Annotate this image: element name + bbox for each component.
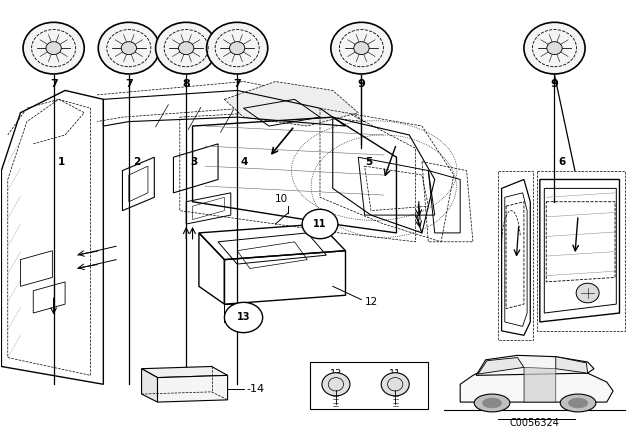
Ellipse shape: [207, 22, 268, 74]
Text: 13: 13: [330, 369, 342, 379]
Ellipse shape: [483, 398, 502, 408]
Text: 13: 13: [237, 313, 250, 323]
Ellipse shape: [23, 22, 84, 74]
Ellipse shape: [331, 22, 392, 74]
Text: C0056324: C0056324: [510, 418, 560, 428]
Ellipse shape: [99, 22, 159, 74]
Text: 12: 12: [365, 297, 378, 307]
Ellipse shape: [560, 394, 596, 412]
Text: 3: 3: [190, 157, 197, 167]
Polygon shape: [157, 375, 228, 402]
Ellipse shape: [230, 42, 245, 55]
Text: 4: 4: [241, 157, 248, 167]
Ellipse shape: [302, 209, 338, 239]
Ellipse shape: [322, 373, 350, 396]
Ellipse shape: [576, 283, 599, 303]
Text: 6: 6: [558, 157, 566, 167]
Text: 8: 8: [182, 79, 190, 89]
Ellipse shape: [568, 398, 588, 408]
Polygon shape: [141, 369, 157, 402]
Ellipse shape: [225, 302, 262, 332]
Polygon shape: [524, 367, 556, 402]
Polygon shape: [141, 366, 228, 378]
Text: 7: 7: [125, 79, 132, 89]
Text: 10: 10: [275, 194, 289, 204]
Text: 11: 11: [313, 219, 327, 229]
Text: 9: 9: [550, 79, 559, 89]
Text: 2: 2: [132, 157, 140, 167]
Ellipse shape: [179, 42, 194, 55]
Text: 9: 9: [358, 79, 365, 89]
Ellipse shape: [524, 22, 585, 74]
Ellipse shape: [547, 42, 562, 55]
Text: 1: 1: [58, 157, 65, 167]
Polygon shape: [556, 357, 588, 373]
Text: -14: -14: [246, 384, 264, 394]
Text: 7: 7: [234, 79, 241, 89]
Text: 7: 7: [50, 79, 58, 89]
Text: 11: 11: [389, 369, 401, 379]
Ellipse shape: [121, 42, 136, 55]
Ellipse shape: [381, 373, 409, 396]
Polygon shape: [225, 82, 358, 126]
Polygon shape: [476, 355, 594, 375]
Ellipse shape: [46, 42, 61, 55]
Text: 5: 5: [365, 157, 372, 167]
Ellipse shape: [156, 22, 217, 74]
Polygon shape: [478, 358, 524, 374]
Ellipse shape: [354, 42, 369, 55]
Ellipse shape: [474, 394, 510, 412]
Polygon shape: [460, 367, 613, 402]
